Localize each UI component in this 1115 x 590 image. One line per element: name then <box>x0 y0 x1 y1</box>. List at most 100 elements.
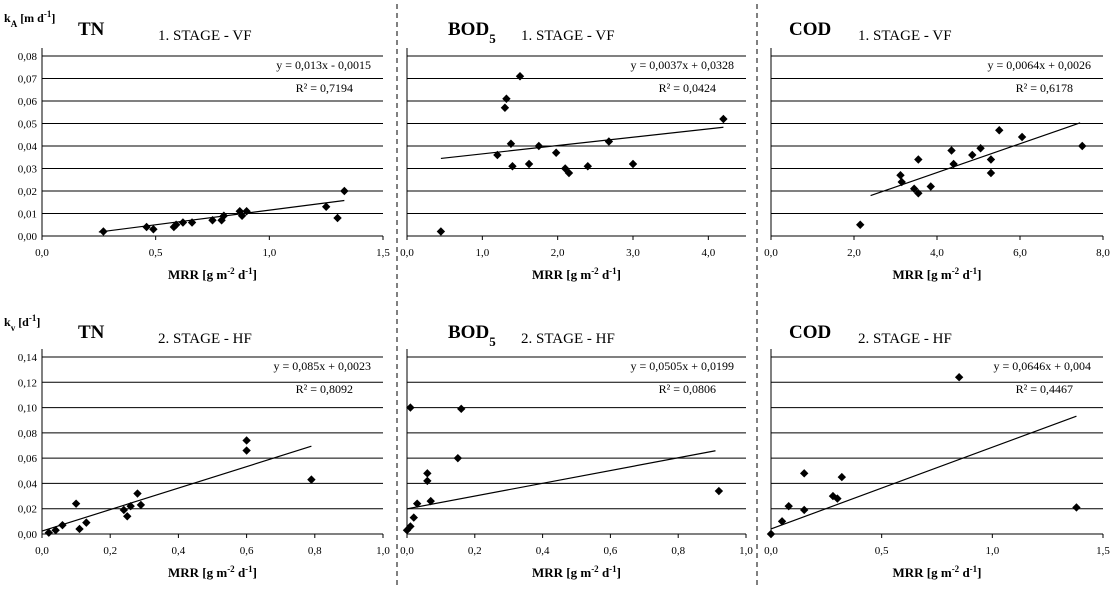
data-point <box>142 222 151 232</box>
parameter-name: TN <box>78 19 105 40</box>
x-tick-label: 0,4 <box>172 545 186 557</box>
x-label-exp: -2 <box>227 564 235 574</box>
r-squared-label: R² = 0,8092 <box>296 382 353 396</box>
x-label-exp: -2 <box>227 266 235 276</box>
data-point <box>123 512 132 521</box>
x-label-text: MRR [g m <box>168 565 227 580</box>
x-tick-label: 0,0 <box>400 545 414 557</box>
data-point <box>1017 132 1027 142</box>
data-point <box>208 216 217 225</box>
x-axis-label: MRR [g m-2 d-1] <box>168 564 257 580</box>
r-squared-label: R² = 0,4467 <box>1016 382 1073 396</box>
y-label-sub: v <box>11 323 16 333</box>
data-point <box>897 177 906 187</box>
data-point <box>604 137 614 146</box>
y-label-text: ] <box>36 315 40 329</box>
x-axis-label: MRR [g m-2 d-1] <box>532 564 621 580</box>
x-label-text: MRR [g m <box>532 565 591 580</box>
data-point <box>995 126 1004 135</box>
data-point <box>766 529 776 539</box>
data-point <box>187 218 197 227</box>
data-point <box>219 211 229 220</box>
x-tick-label: 1,0 <box>376 545 390 557</box>
x-tick-label: 1,0 <box>262 247 276 259</box>
y-tick-label: 0,01 <box>18 209 37 221</box>
parameter-name: COD <box>789 322 831 343</box>
data-point <box>51 526 60 535</box>
data-point <box>986 155 996 164</box>
x-label-text: ] <box>617 565 621 580</box>
data-point <box>949 159 958 169</box>
stage-title: 1. STAGE - VF <box>158 28 252 44</box>
data-point <box>82 518 91 527</box>
x-tick-label: 2,0 <box>551 247 565 259</box>
y-tick-label: 0,00 <box>18 231 38 243</box>
data-point <box>515 72 525 81</box>
y-tick-label: 0,04 <box>18 141 38 153</box>
x-tick-label: 0,2 <box>468 545 482 557</box>
y-label-exp: -1 <box>44 9 52 19</box>
data-point <box>136 500 146 510</box>
x-tick-label: 4,0 <box>930 247 944 259</box>
y-tick-label: 0,03 <box>18 164 38 176</box>
data-point <box>149 225 158 234</box>
x-label-text: ] <box>977 565 981 580</box>
data-point <box>493 150 502 160</box>
parameter-title: BOD5 <box>448 19 496 46</box>
x-tick-label: 0,0 <box>764 545 778 557</box>
x-tick-label: 0,8 <box>308 545 322 557</box>
data-point <box>784 501 793 511</box>
x-axis-label: MRR [g m-2 d-1] <box>532 266 621 282</box>
x-label-text: d <box>599 565 610 580</box>
parameter-title: COD <box>789 19 831 40</box>
data-point <box>896 171 905 180</box>
data-point <box>800 469 809 478</box>
x-tick-label: 8,0 <box>1096 247 1110 259</box>
data-point <box>1078 141 1087 151</box>
trendline <box>406 450 716 510</box>
data-point <box>954 373 964 382</box>
data-point <box>457 404 466 414</box>
trendline-equation: y = 0,0037x + 0,0328 <box>630 58 734 72</box>
stage-title: 1. STAGE - VF <box>521 28 615 44</box>
data-point <box>340 186 349 196</box>
x-label-text: ] <box>253 267 257 282</box>
x-tick-label: 0,6 <box>604 545 618 557</box>
data-point <box>506 139 516 148</box>
x-axis-label: MRR [g m-2 d-1] <box>892 564 981 580</box>
y-tick-label: 0,04 <box>18 478 38 490</box>
x-label-text: d <box>959 565 970 580</box>
x-label-exp: -1 <box>970 266 978 276</box>
x-tick-label: 0,5 <box>875 545 889 557</box>
trendline-equation: y = 0,013x - 0,0015 <box>276 58 371 72</box>
x-label-text: d <box>235 267 246 282</box>
y-tick-label: 0,06 <box>18 96 38 108</box>
x-tick-label: 3,0 <box>626 247 640 259</box>
x-label-exp: -1 <box>245 266 253 276</box>
data-point <box>628 159 638 169</box>
data-point <box>171 220 181 229</box>
data-point <box>242 436 251 445</box>
data-point <box>926 182 935 191</box>
y-tick-label: 0,07 <box>18 74 38 86</box>
x-label-exp: -2 <box>591 564 599 574</box>
parameter-sub: 5 <box>489 31 496 46</box>
x-label-exp: -1 <box>609 266 617 276</box>
data-point <box>986 168 996 178</box>
trendline <box>870 122 1081 197</box>
x-axis-label: MRR [g m-2 d-1] <box>168 266 257 282</box>
trendline <box>440 126 724 160</box>
x-label-text: d <box>235 565 246 580</box>
x-label-text: MRR [g m <box>168 267 227 282</box>
data-point <box>321 202 331 211</box>
y-axis-label: kv [d-1] <box>4 313 40 333</box>
stage-title: 2. STAGE - HF <box>521 331 615 347</box>
trendline <box>770 415 1077 530</box>
x-label-exp: -2 <box>952 266 960 276</box>
trendline-equation: y = 0,085x + 0,0023 <box>273 359 371 373</box>
data-point <box>968 150 977 160</box>
data-point <box>833 494 842 503</box>
parameter-name: TN <box>78 322 105 343</box>
data-point <box>508 162 517 171</box>
data-point <box>947 146 956 155</box>
